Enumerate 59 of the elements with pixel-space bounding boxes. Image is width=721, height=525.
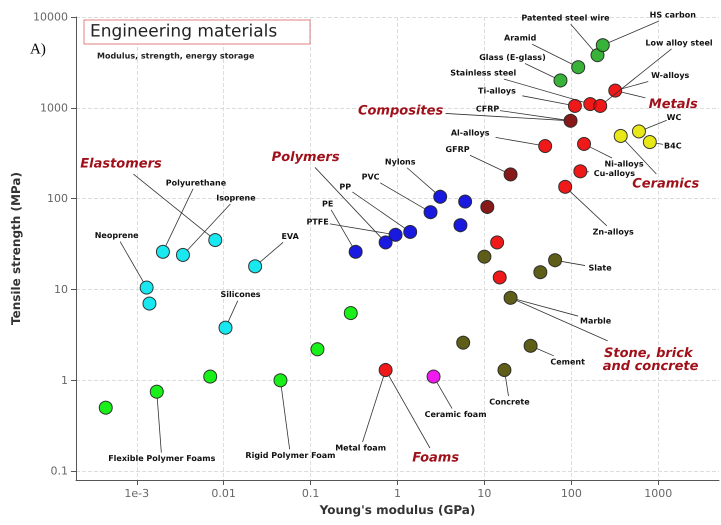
annotation: Aramid	[504, 34, 537, 43]
annotation: WC	[666, 112, 682, 122]
x-tick-label: 0.1	[302, 487, 320, 500]
x-tick-label: 1	[394, 487, 401, 500]
text: Ceramics	[632, 176, 700, 192]
text: Elastomers	[80, 156, 162, 172]
x-axis-title: Young's modulus (GPa)	[318, 502, 476, 517]
annotation: Glass (E-glass)	[479, 52, 546, 62]
annotation: Cement	[550, 357, 586, 366]
x-tick-label: 10	[477, 487, 492, 500]
annotation: PVC	[362, 172, 380, 182]
annotation: Rigid Polymer Foam	[245, 450, 336, 460]
y-tick-label: 0.1	[50, 464, 68, 478]
annotation: Neoprene	[94, 231, 140, 240]
annotation: Ni-alloys	[604, 159, 644, 168]
annotation: Stainless steel	[450, 68, 517, 78]
annotation: B4C	[664, 142, 682, 151]
annotation: CFRP	[476, 104, 500, 114]
annotation: Zn-alloys	[592, 227, 634, 236]
annotation: PP	[339, 182, 352, 192]
annotation: Nylons	[384, 157, 416, 166]
annotation: EVA	[281, 232, 300, 241]
y-tick-label: 10	[54, 283, 68, 296]
x-tick-label: 100	[560, 487, 582, 500]
annotation: Low alloy steel	[645, 38, 713, 48]
annotation: Al-alloys	[450, 128, 490, 138]
y-tick-label: 1	[61, 374, 68, 387]
annotation: Isoprene	[216, 193, 256, 202]
x-tick-label: 1e-3	[124, 487, 150, 500]
annotation: Cu-alloys	[594, 168, 636, 178]
annotation: Ceramic foam	[424, 410, 487, 420]
x-tick-label: 0.01	[211, 487, 236, 500]
text: Composites	[358, 103, 444, 118]
annotation: Ti-alloys	[478, 86, 516, 96]
y-tick-label: 10000	[33, 10, 68, 24]
annotation: Slate	[588, 264, 612, 273]
y-tick-label: 100	[47, 192, 68, 206]
annotation: PE	[322, 199, 334, 208]
annotation: GFRP	[446, 144, 470, 154]
text: Modulus, strength, energy storage	[97, 52, 255, 60]
chart-title: Engineering materials	[90, 22, 278, 42]
annotation: HS carbon	[650, 10, 696, 20]
y-tick-label: 1000	[40, 101, 68, 114]
annotation: Concrete	[489, 398, 530, 407]
annotation: Patented steel wire	[521, 14, 610, 23]
annotation: W-alloys	[651, 71, 690, 80]
text: Stone, brick and concrete	[602, 346, 699, 374]
text: Metals	[648, 97, 698, 112]
annotation: PTFE	[306, 217, 329, 226]
annotation: Marble	[580, 316, 612, 326]
annotation: Polyurethane	[166, 178, 227, 188]
y-axis-title: Tensile strength (MPa)	[9, 172, 24, 325]
text: A)	[30, 42, 46, 58]
text: Foams	[412, 450, 460, 466]
annotation: Silicones	[220, 290, 261, 300]
annotation: Flexible Polymer Foams	[108, 454, 216, 464]
x-tick-label: 1000	[644, 487, 672, 500]
annotation: Metal foam	[335, 444, 386, 453]
text: Polymers	[272, 150, 340, 165]
